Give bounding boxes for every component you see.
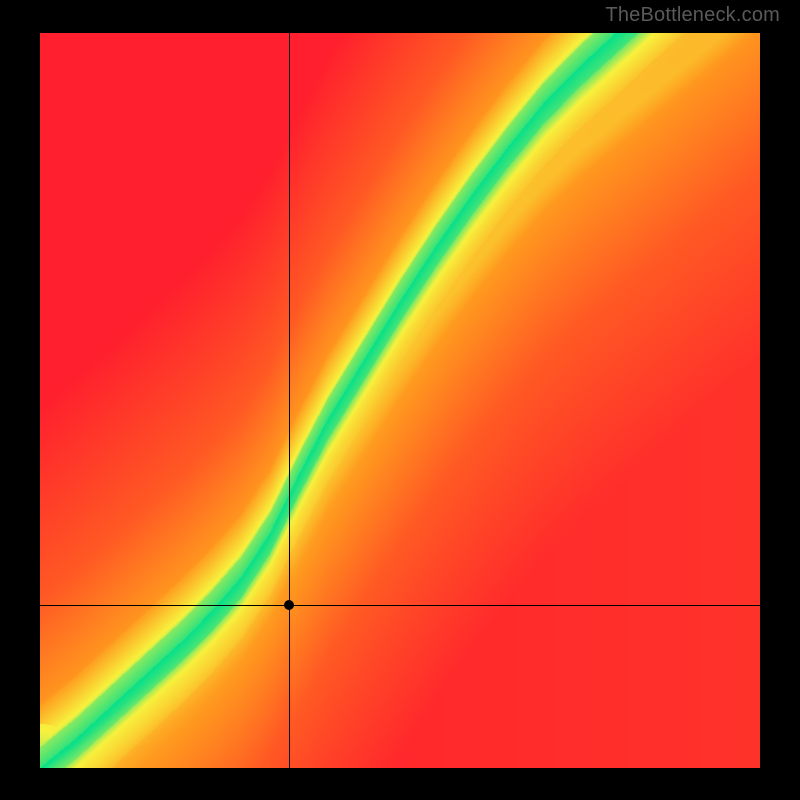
crosshair-point <box>284 600 294 610</box>
crosshair-horizontal <box>40 605 760 606</box>
chart-container: TheBottleneck.com <box>0 0 800 800</box>
plot-area <box>40 33 760 768</box>
watermark-text: TheBottleneck.com <box>605 4 780 27</box>
heatmap-canvas <box>40 33 760 768</box>
crosshair-vertical <box>289 33 290 768</box>
